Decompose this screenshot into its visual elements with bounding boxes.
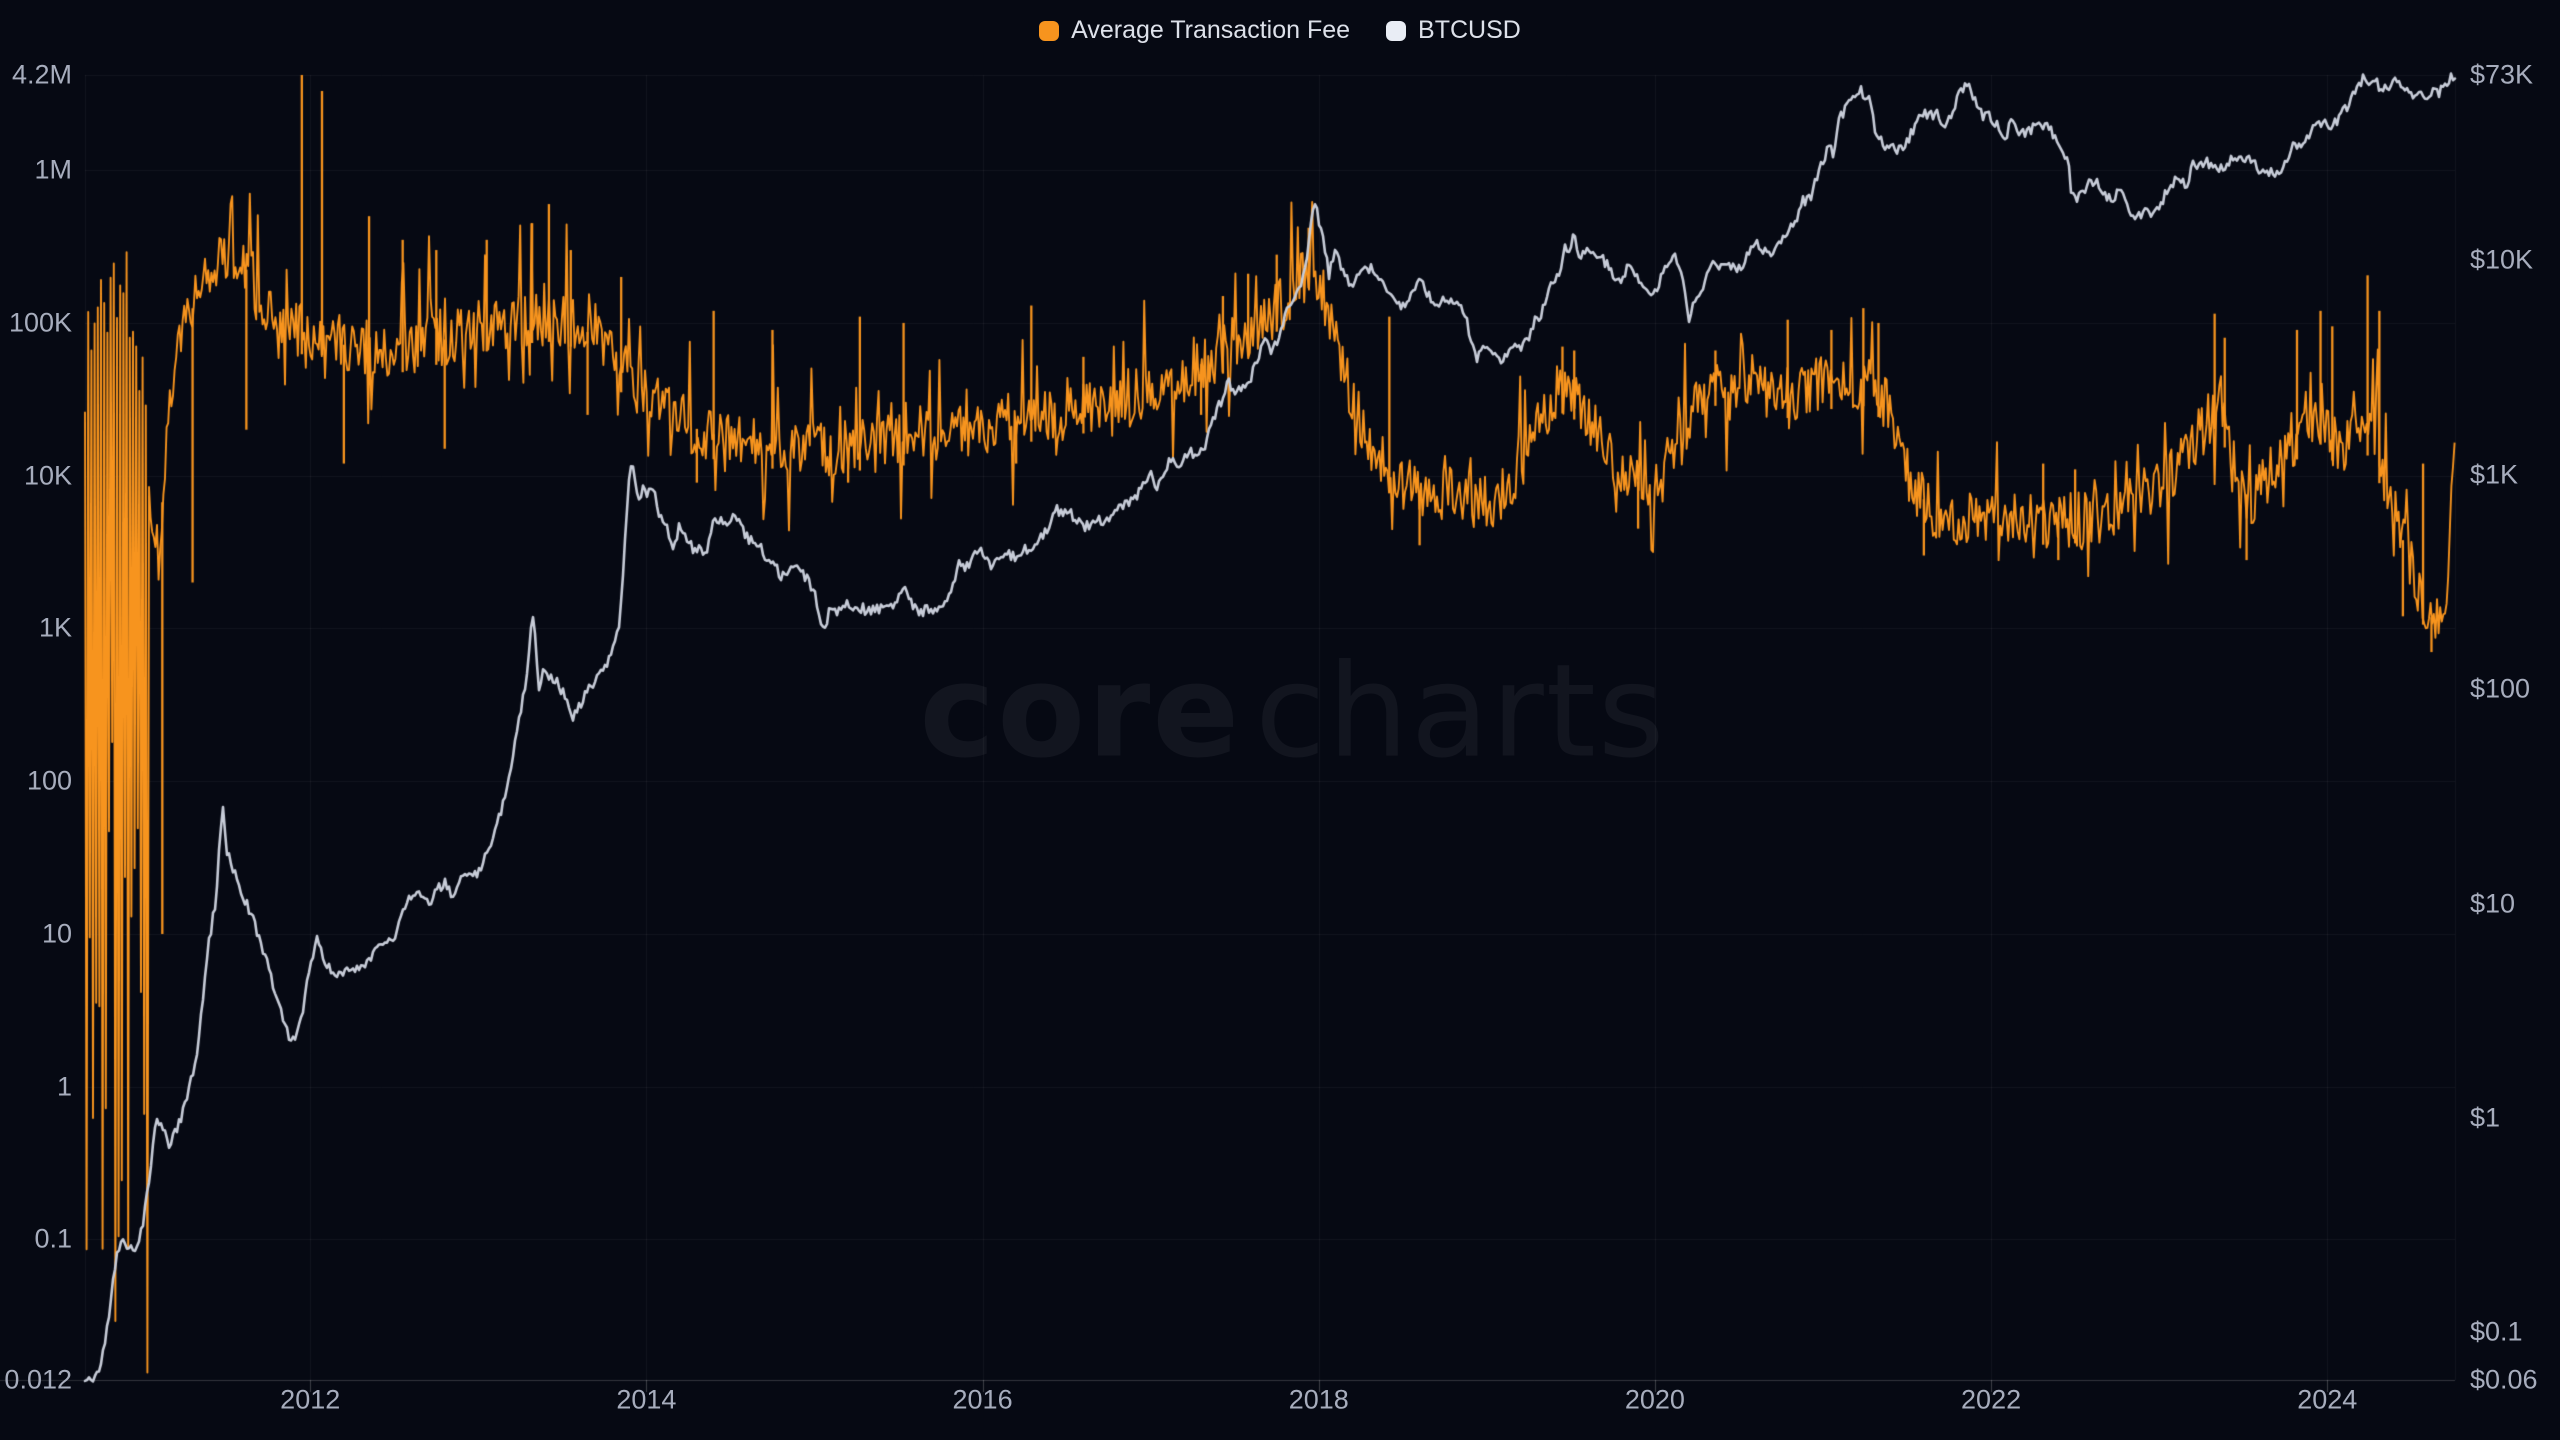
y-axis-left-label-10K: 10K xyxy=(23,460,72,491)
x-axis-label-2014: 2014 xyxy=(616,1384,677,1415)
y-axis-left-label-1M: 1M xyxy=(34,154,72,185)
legend-item-btcusd[interactable]: BTCUSD xyxy=(1386,16,1521,45)
legend-label-btcusd: BTCUSD xyxy=(1418,16,1521,44)
y-axis-left-label-0.1: 0.1 xyxy=(34,1223,72,1254)
x-axis-label-2020: 2020 xyxy=(1624,1384,1685,1415)
chart-legend: Average Transaction Fee BTCUSD xyxy=(0,16,2560,45)
y-axis-left-label-100: 100 xyxy=(26,765,72,796)
x-axis-label-2022: 2022 xyxy=(1961,1384,2022,1415)
y-axis-right-label-$100: $100 xyxy=(2470,673,2531,704)
y-axis-right-label-$73K: $73K xyxy=(2470,59,2534,90)
y-axis-right-label-$1: $1 xyxy=(2470,1102,2501,1133)
legend-item-average-transaction-fee[interactable]: Average Transaction Fee xyxy=(1039,16,1350,45)
y-axis-left-label-100K: 100K xyxy=(8,307,72,338)
y-axis-left-label-1: 1 xyxy=(56,1071,72,1102)
y-axis-right-label-$0.1: $0.1 xyxy=(2470,1316,2523,1347)
y-axis-left-label-1K: 1K xyxy=(38,612,72,643)
btcusd-series-swatch-icon xyxy=(1386,20,1407,41)
y-axis-left-label-4.2M: 4.2M xyxy=(11,59,72,90)
legend-label-fee: Average Transaction Fee xyxy=(1071,16,1351,44)
y-axis-right-label-$10: $10 xyxy=(2470,888,2516,918)
y-axis-left-label-0.012: 0.012 xyxy=(4,1364,72,1395)
y-axis-right-label-$1K: $1K xyxy=(2470,459,2519,490)
x-axis-label-2024: 2024 xyxy=(2297,1384,2358,1415)
x-axis-label-2012: 2012 xyxy=(280,1384,341,1415)
y-axis-right-label-$0.06: $0.06 xyxy=(2470,1364,2538,1395)
x-axis-label-2018: 2018 xyxy=(1288,1384,1349,1415)
fee-series-swatch-icon xyxy=(1039,20,1060,41)
y-axis-right-label-$10K: $10K xyxy=(2470,244,2534,275)
x-axis-label-2016: 2016 xyxy=(952,1384,1013,1415)
y-axis-left-label-10: 10 xyxy=(41,918,72,949)
